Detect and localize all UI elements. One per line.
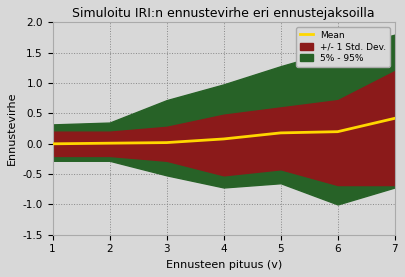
Legend: Mean, +/- 1 Std. Dev., 5% - 95%: Mean, +/- 1 Std. Dev., 5% - 95%: [296, 27, 390, 67]
Y-axis label: Ennustevirhe: Ennustevirhe: [7, 92, 17, 165]
X-axis label: Ennusteen pituus (v): Ennusteen pituus (v): [166, 260, 282, 270]
Title: Simuloitu IRI:n ennustevirhe eri ennustejaksoilla: Simuloitu IRI:n ennustevirhe eri ennuste…: [72, 7, 375, 20]
